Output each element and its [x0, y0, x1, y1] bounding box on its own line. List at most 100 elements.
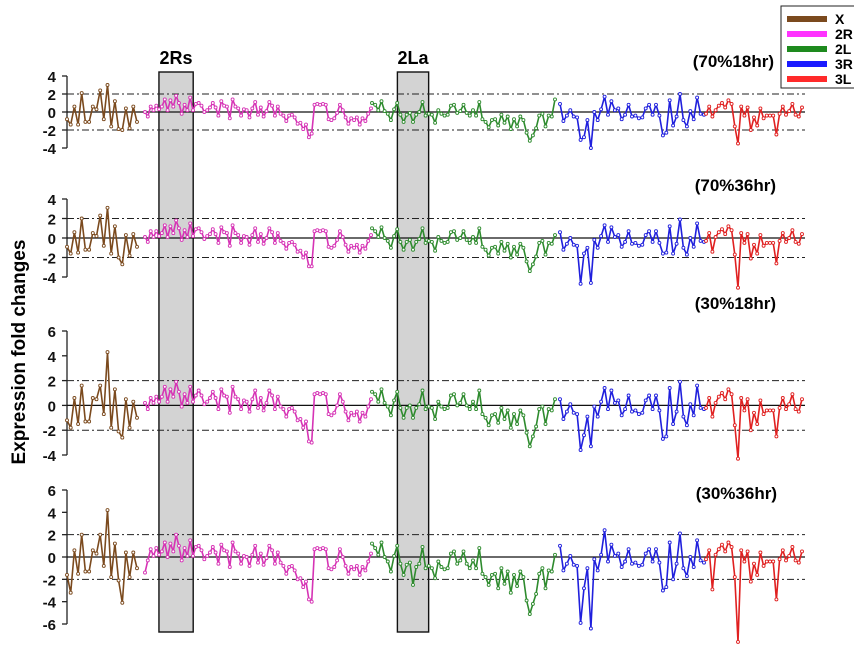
data-point: [698, 111, 703, 116]
y-tick-label: 0: [48, 550, 56, 567]
data-point: [76, 571, 81, 576]
data-point: [486, 582, 491, 587]
data-point: [343, 242, 348, 247]
data-point: [787, 402, 792, 407]
data-point: [165, 399, 170, 404]
data-point: [275, 550, 280, 555]
data-point: [716, 103, 721, 108]
data-point: [429, 566, 434, 571]
data-point: [505, 114, 510, 119]
data-point: [636, 243, 641, 248]
data-point: [585, 118, 590, 123]
data-point: [508, 255, 513, 260]
data-point: [558, 101, 562, 106]
data-point: [433, 248, 438, 253]
data-point: [323, 392, 328, 397]
data-point: [688, 109, 693, 114]
data-point: [230, 540, 235, 545]
data-point: [793, 112, 798, 117]
data-point: [292, 568, 297, 573]
data-point: [151, 235, 156, 239]
data-point: [742, 408, 747, 413]
data-point: [592, 110, 597, 114]
data-point: [445, 112, 450, 117]
data-point: [417, 561, 422, 566]
data-point: [623, 407, 628, 412]
data-point: [616, 551, 621, 556]
data-point: [202, 402, 207, 407]
data-point: [370, 389, 374, 394]
data-point: [678, 531, 682, 536]
data-point: [695, 538, 700, 543]
data-point: [650, 407, 655, 412]
data-point: [379, 99, 384, 104]
data-point: [626, 393, 631, 398]
data-point: [346, 121, 351, 126]
data-point: [174, 532, 179, 537]
data-point: [588, 280, 593, 285]
data-point: [790, 228, 795, 233]
data-point: [664, 434, 669, 439]
data-point: [540, 238, 545, 243]
data-point: [578, 620, 583, 625]
data-point: [143, 400, 147, 405]
data-point: [258, 396, 263, 400]
data-point: [216, 240, 221, 245]
data-point: [236, 233, 241, 238]
data-point: [582, 433, 586, 438]
panel-2: -4 -2 0 2 4 (70%36hr): [43, 176, 805, 290]
data-point: [650, 239, 655, 244]
data-point: [247, 409, 252, 414]
data-point: [521, 413, 526, 418]
data-point: [592, 237, 597, 242]
y-tick-label: 0: [48, 231, 56, 248]
data-point: [710, 587, 715, 592]
data-point: [630, 114, 634, 119]
y-tick-label: 2: [48, 374, 56, 391]
data-point: [602, 528, 607, 533]
data-point: [127, 253, 132, 258]
data-point: [521, 118, 526, 123]
data-point: [489, 245, 494, 250]
data-point: [112, 541, 117, 546]
data-point: [159, 231, 164, 236]
data-point: [171, 549, 176, 554]
data-point: [352, 245, 357, 250]
data-point: [518, 241, 523, 246]
data-point: [471, 558, 475, 563]
data-point: [236, 106, 241, 111]
data-point: [704, 111, 708, 116]
data-point: [199, 548, 204, 553]
data-point: [729, 392, 734, 397]
data-point: [213, 550, 218, 555]
data-point: [182, 546, 187, 551]
data-point: [404, 112, 409, 117]
data-point: [154, 546, 159, 551]
data-point: [123, 397, 128, 402]
data-point: [518, 408, 523, 413]
data-point: [101, 243, 106, 248]
data-point: [233, 549, 238, 554]
data-point: [72, 230, 77, 235]
data-point: [188, 95, 193, 100]
data-point: [309, 440, 314, 445]
data-point: [281, 563, 286, 568]
data-point: [335, 110, 340, 115]
data-point: [784, 112, 788, 117]
data-point: [148, 229, 153, 234]
data-point: [258, 232, 263, 237]
data-point: [771, 408, 776, 413]
data-point: [774, 132, 779, 137]
data-point: [691, 565, 696, 569]
data-point: [205, 399, 210, 404]
data-point: [609, 225, 614, 230]
data-point: [796, 560, 801, 565]
data-point: [458, 558, 463, 563]
data-point: [626, 229, 631, 234]
data-point: [537, 113, 542, 118]
data-point: [771, 240, 776, 245]
data-point: [452, 549, 456, 554]
data-point: [499, 239, 504, 244]
data-point: [647, 229, 652, 234]
data-point: [423, 113, 428, 118]
